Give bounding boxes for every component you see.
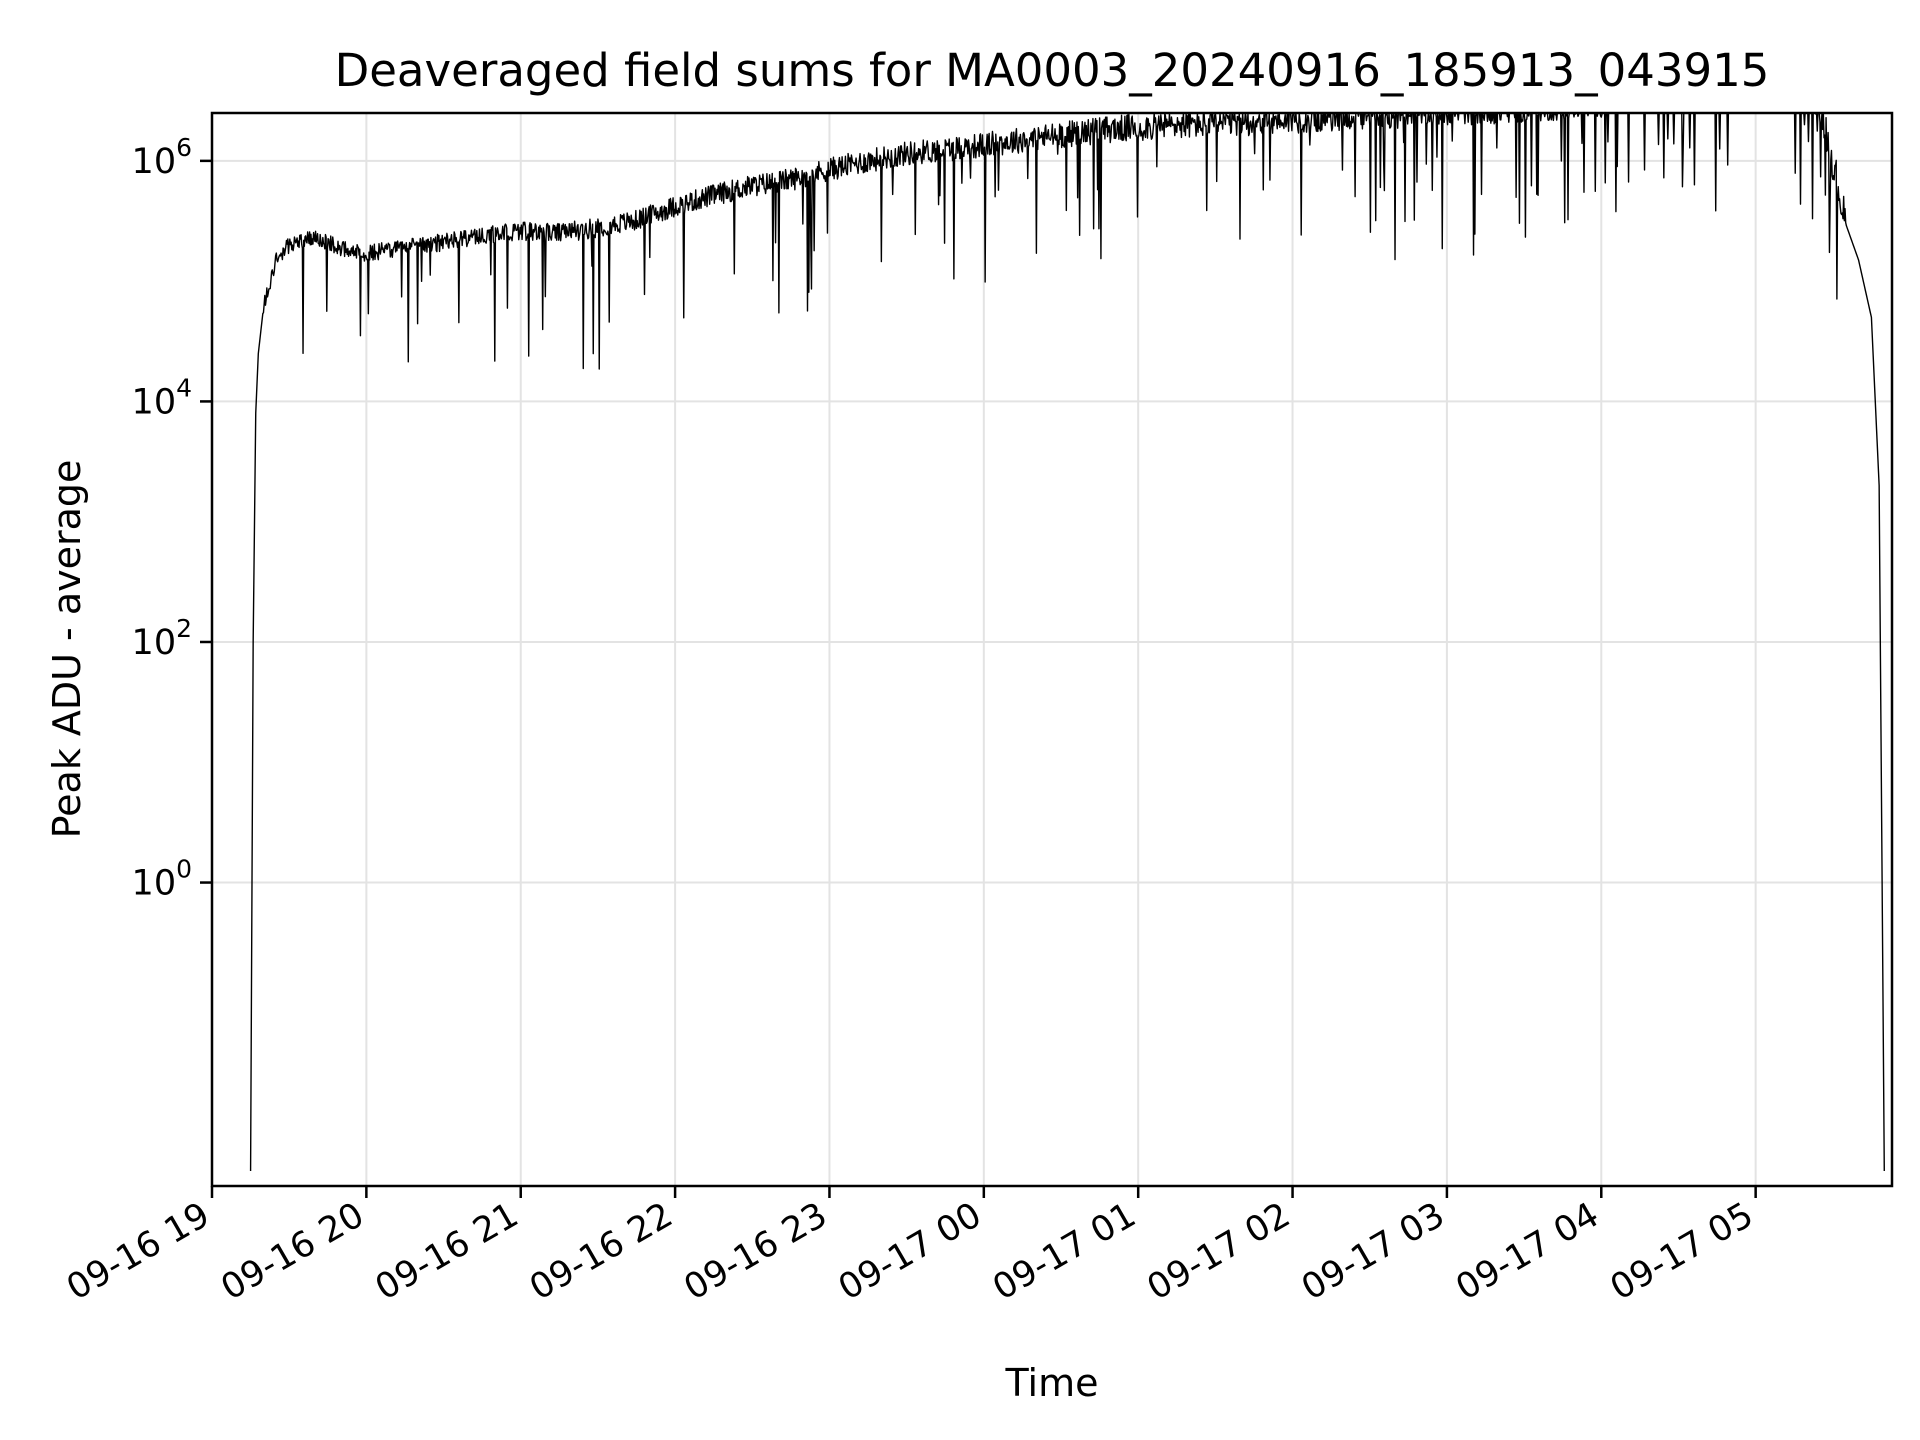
- y-tick-exponent: 0: [176, 855, 192, 884]
- y-tick-base: 10: [132, 864, 177, 904]
- plot-frame: [210, 111, 1894, 1188]
- y-tick-exponent: 4: [176, 373, 192, 402]
- chart-title: Deaveraged field sums for MA0003_2024091…: [335, 44, 1770, 97]
- y-tick-label: 102: [132, 614, 192, 663]
- y-tick-base: 10: [132, 142, 177, 182]
- y-axis-label: Peak ADU - average: [45, 460, 89, 839]
- y-tick-exponent: 2: [176, 614, 192, 643]
- y-tick-label: 100: [132, 855, 192, 904]
- y-tick-exponent: 6: [176, 133, 192, 162]
- grid: [211, 113, 1892, 1186]
- y-tick-base: 10: [132, 623, 177, 663]
- y-tick-label: 106: [132, 133, 192, 182]
- x-axis-label: Time: [1005, 1361, 1099, 1405]
- y-tick-base: 10: [132, 382, 177, 422]
- y-tick-label: 104: [132, 373, 192, 422]
